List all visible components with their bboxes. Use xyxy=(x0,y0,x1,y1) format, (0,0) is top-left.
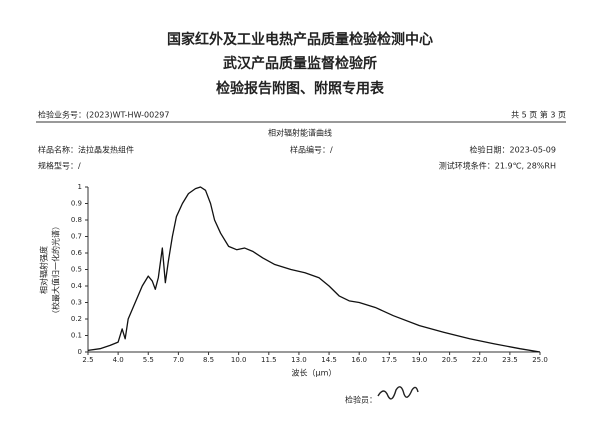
x-tick-label: 17.5 xyxy=(382,356,398,364)
header-title: 检验报告附图、附照专用表 xyxy=(216,80,385,97)
y-tick-label: 0.1 xyxy=(71,332,82,340)
x-tick-label: 14.5 xyxy=(321,356,337,364)
x-axis-label: 波长（μm） xyxy=(292,368,337,378)
y-tick-label: 0.8 xyxy=(71,216,82,224)
x-tick-label: 10.0 xyxy=(231,356,247,364)
x-tick-label: 2.5 xyxy=(82,356,93,364)
x-tick-label: 25.0 xyxy=(532,356,548,364)
y-tick-label: 0.9 xyxy=(71,200,82,208)
y-tick-label: 0.5 xyxy=(71,266,82,274)
environment: 测试环境条件：21.9℃, 28%RH xyxy=(439,161,556,171)
inspector: 检验员： xyxy=(345,395,377,405)
sample-name: 样品名称：法拉晶发热组件 xyxy=(38,145,134,155)
y-tick-label: 0.6 xyxy=(71,249,83,257)
y-tick-label: 1 xyxy=(78,183,82,191)
x-tick-label: 16.0 xyxy=(351,356,367,364)
header-title: 武汉产品质量监督检验所 xyxy=(223,55,377,72)
chart-title: 相对辐射能谱曲线 xyxy=(268,128,332,138)
pages: 共 5 页 第 3 页 xyxy=(511,110,566,120)
y-tick-label: 0.4 xyxy=(71,282,83,290)
business-no: 检验业务号：(2023)WT-HW-00297 xyxy=(38,110,170,120)
y-axis-label-line: 相对辐射强度 xyxy=(39,246,49,294)
data-line xyxy=(87,186,541,353)
x-tick-label: 11.5 xyxy=(261,356,277,364)
y-tick-label: 0.2 xyxy=(71,315,82,323)
x-tick-label: 22.0 xyxy=(472,356,488,364)
x-tick-label: 4.0 xyxy=(113,356,124,364)
y-axis-label-line: （校最大值归一化的光谱） xyxy=(51,222,61,318)
y-axis-label: 相对辐射强度 （校最大值归一化的光谱） xyxy=(39,222,61,318)
model: 规格型号：/ xyxy=(38,161,81,171)
x-tick-label: 19.0 xyxy=(412,356,428,364)
y-tick-label: 0.7 xyxy=(71,233,82,241)
x-tick-label: 8.5 xyxy=(203,356,214,364)
sample-no: 样品编号：/ xyxy=(290,145,333,155)
x-tick-label: 23.5 xyxy=(502,356,518,364)
x-tick-label: 20.5 xyxy=(442,356,458,364)
test-date: 检验日期：2023-05-09 xyxy=(470,145,557,155)
header-title: 国家红外及工业电热产品质量检验检测中心 xyxy=(167,31,433,48)
x-tick-label: 5.5 xyxy=(143,356,154,364)
y-tick-label: 0 xyxy=(78,348,82,356)
signature xyxy=(377,386,419,400)
y-tick-label: 0.3 xyxy=(71,299,82,307)
x-tick-label: 13.0 xyxy=(291,356,307,364)
x-tick-label: 7.0 xyxy=(173,356,184,364)
